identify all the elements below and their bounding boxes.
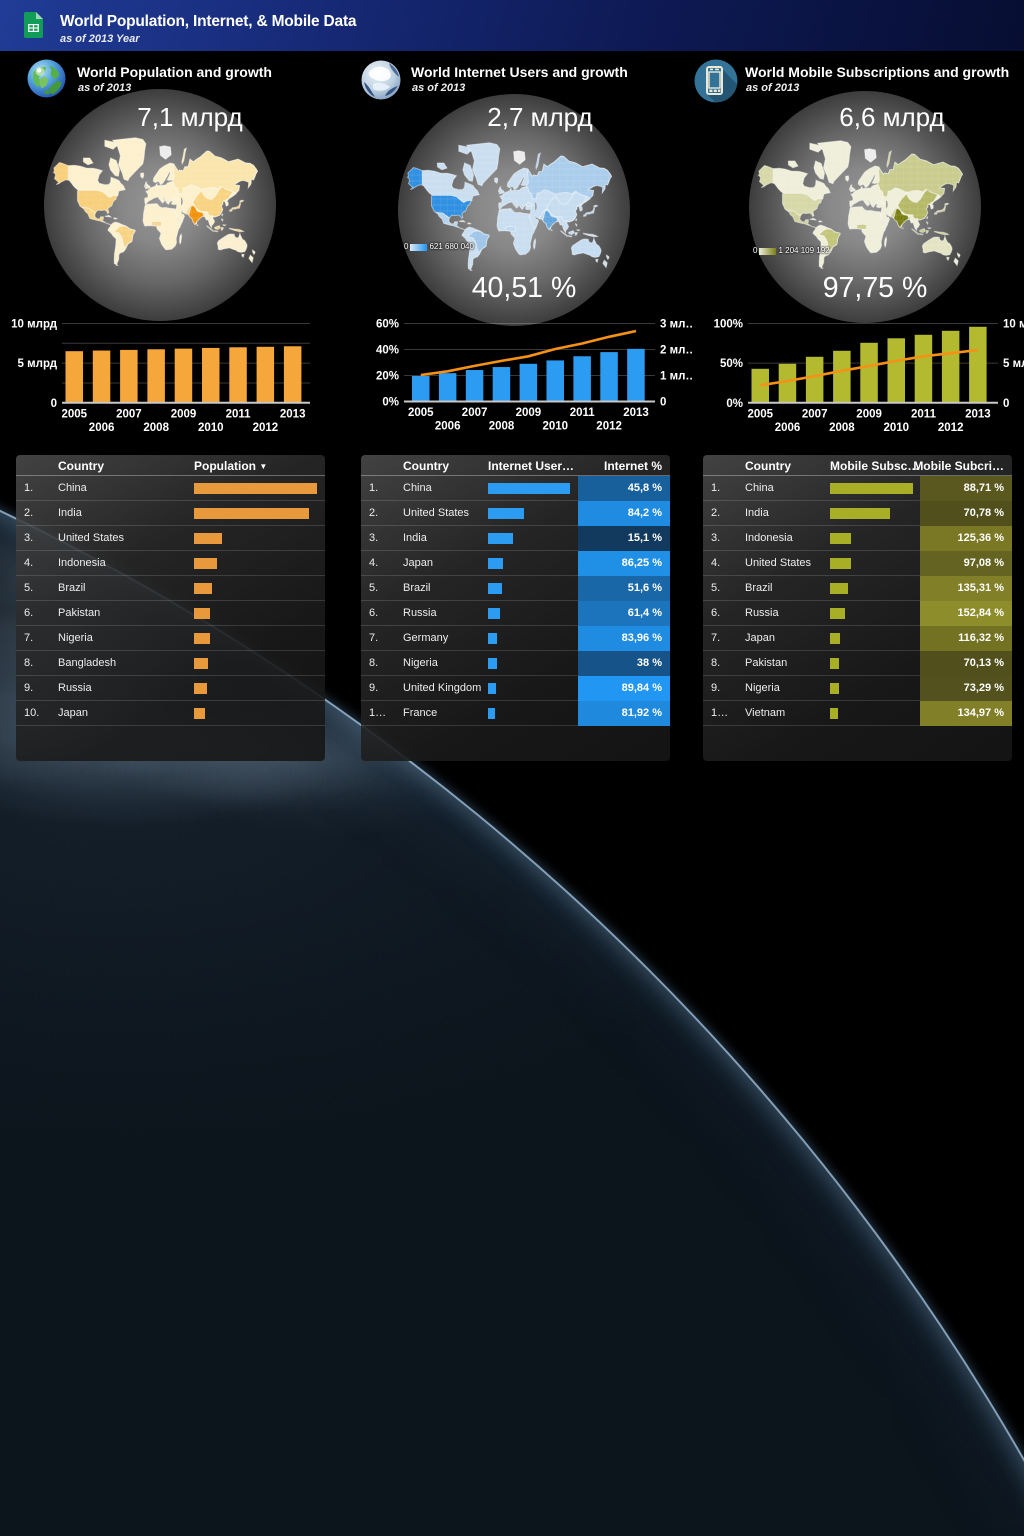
svg-text:2009: 2009: [856, 408, 882, 420]
svg-text:2 мл…: 2 мл…: [660, 345, 693, 357]
svg-text:0%: 0%: [382, 397, 399, 409]
svg-text:3 мл…: 3 мл…: [660, 319, 693, 331]
svg-text:2010: 2010: [198, 422, 224, 434]
svg-text:2011: 2011: [570, 407, 596, 419]
svg-text:2007: 2007: [462, 407, 488, 419]
svg-text:50%: 50%: [720, 358, 743, 370]
svg-text:0: 0: [660, 397, 666, 409]
svg-text:2013: 2013: [280, 408, 306, 420]
svg-text:2007: 2007: [802, 408, 828, 420]
svg-text:2009: 2009: [171, 408, 197, 420]
svg-text:40%: 40%: [376, 345, 399, 357]
svg-text:2010: 2010: [884, 422, 910, 434]
svg-text:2008: 2008: [489, 421, 515, 433]
svg-text:2013: 2013: [965, 408, 991, 420]
svg-text:2010: 2010: [543, 421, 569, 433]
svg-text:2011: 2011: [226, 408, 252, 420]
svg-text:2009: 2009: [516, 407, 542, 419]
svg-text:10 м…: 10 м…: [1003, 319, 1024, 331]
svg-text:2005: 2005: [62, 408, 88, 420]
svg-text:20%: 20%: [376, 371, 399, 383]
svg-text:0: 0: [51, 398, 57, 410]
svg-text:2013: 2013: [623, 407, 649, 419]
svg-text:2008: 2008: [829, 422, 855, 434]
svg-text:10 млрд: 10 млрд: [11, 319, 58, 331]
svg-text:2005: 2005: [408, 407, 434, 419]
svg-text:0%: 0%: [726, 398, 743, 410]
svg-text:60%: 60%: [376, 319, 399, 331]
svg-text:0: 0: [1003, 398, 1009, 410]
svg-text:5 млрд: 5 млрд: [18, 358, 58, 370]
svg-text:2006: 2006: [89, 422, 115, 434]
svg-text:2012: 2012: [938, 422, 964, 434]
svg-text:2012: 2012: [596, 421, 622, 433]
svg-text:1 мл…: 1 мл…: [660, 371, 693, 383]
svg-text:2007: 2007: [116, 408, 142, 420]
svg-text:2012: 2012: [253, 422, 279, 434]
svg-text:2008: 2008: [143, 422, 169, 434]
svg-text:5 мл…: 5 мл…: [1003, 358, 1024, 370]
svg-text:2006: 2006: [435, 421, 461, 433]
svg-text:100%: 100%: [714, 319, 743, 331]
svg-text:2005: 2005: [748, 408, 774, 420]
svg-text:2006: 2006: [775, 422, 801, 434]
svg-text:2011: 2011: [911, 408, 937, 420]
